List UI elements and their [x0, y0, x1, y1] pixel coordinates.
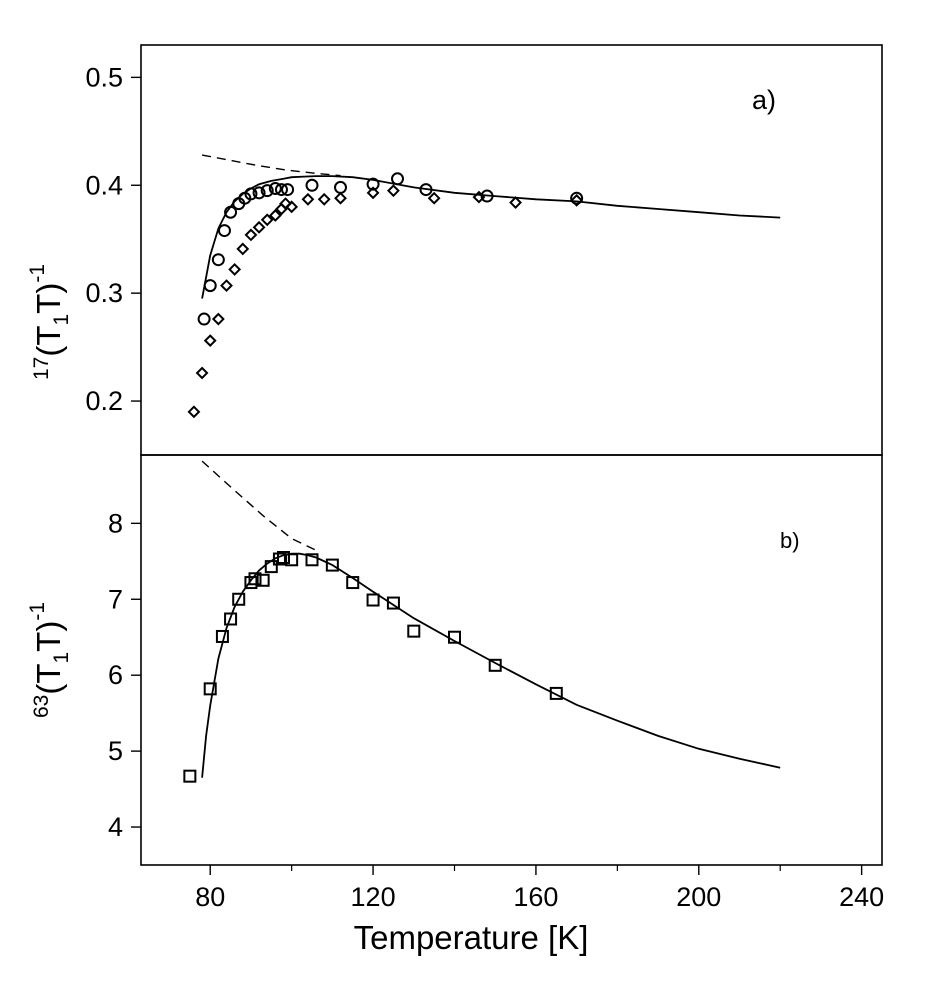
series-diamonds-point: [301, 192, 315, 206]
y-tick-label: 0.4: [85, 170, 123, 200]
series-squares-point: [203, 682, 217, 696]
series-diamonds-point: [203, 334, 217, 348]
series-diamonds-point: [228, 263, 242, 276]
series-extrapolation-line: [201, 460, 321, 553]
panel-b-ticks: [131, 522, 863, 875]
series-diamonds-point: [279, 197, 292, 211]
series-fit-line: [201, 552, 781, 778]
panel-a-ylabel: 17(T1T)-1: [26, 264, 73, 380]
panel-a-tick-labels: 0.2 0.3 0.4 0.5: [85, 62, 123, 416]
y-tick-label: 6: [108, 660, 123, 690]
series-squares-point: [366, 593, 380, 607]
panel-a-series: [187, 154, 781, 419]
series-diamonds-point: [244, 228, 258, 242]
series-circles-point: [281, 183, 295, 197]
series-squares-point: [248, 572, 262, 586]
series-circles-point: [274, 183, 288, 197]
panel-b-label: b): [780, 528, 800, 553]
panel-b-ylabel: 63(T1T)-1: [26, 602, 73, 718]
panel-a-ylabel-sub: 1: [50, 314, 73, 326]
series-diamonds-point: [570, 193, 584, 207]
svg-text:17(T1T)-1: 17(T1T)-1: [26, 264, 73, 380]
series-diamonds-point: [317, 192, 331, 206]
series-circles-point: [260, 184, 274, 198]
y-tick-label: 7: [108, 584, 123, 614]
series-circles-point: [268, 182, 282, 195]
panel-b-ylabel-mass: 63: [30, 695, 53, 718]
series-diamonds-point: [268, 209, 282, 222]
series-diamonds-point: [211, 312, 225, 326]
y-tick-label: 4: [108, 812, 123, 842]
y-tick-label: 0.2: [85, 386, 123, 416]
y-tick-label: 0.3: [85, 278, 123, 308]
series-diamonds-point: [236, 242, 250, 256]
series-squares-point: [183, 769, 197, 783]
series-circles-point: [366, 177, 380, 191]
y-tick-label: 5: [108, 736, 123, 766]
x-tick-label: 160: [513, 882, 558, 912]
series-circles-point: [211, 253, 225, 267]
series-squares-point: [232, 592, 246, 606]
panel-b: 4 5 6 7 8 80 120 160 200 240 b) 63(T1T)-1 Tempera…: [26, 460, 884, 956]
series-squares-point: [386, 596, 400, 610]
panel-b-tick-labels: 4 5 6 7 8 80 120 160 200 240: [108, 508, 884, 912]
series-circles-point: [305, 178, 319, 192]
panel-b-ylabel-exp: -1: [26, 602, 49, 621]
x-tick-label: 80: [195, 882, 225, 912]
series-fit-line: [201, 175, 781, 299]
series-diamonds-point: [366, 186, 380, 200]
y-tick-label: 0.5: [85, 62, 123, 92]
series-diamonds-point: [509, 196, 522, 209]
series-diamonds-point: [187, 405, 201, 419]
x-axis-title: Temperature [K]: [354, 919, 589, 956]
x-tick-label: 240: [839, 882, 884, 912]
panel-a-ylabel-exp: -1: [26, 264, 49, 283]
series-diamonds-point: [260, 213, 274, 227]
panel-b-ylabel-open: (T: [30, 664, 67, 695]
series-diamonds-point: [195, 366, 209, 380]
x-tick-label: 200: [676, 882, 721, 912]
series-diamonds-point: [252, 220, 266, 234]
series-diamonds-point: [220, 279, 233, 293]
x-tick-label: 120: [351, 882, 396, 912]
panel-a-ylabel-open: (T: [30, 326, 67, 357]
panel-a-label: a): [752, 85, 776, 115]
series-circles-point: [217, 224, 231, 238]
panel-a: 0.2 0.3 0.4 0.5 a) 17(T1T)-1: [26, 62, 781, 419]
series-diamonds-point: [334, 191, 347, 205]
series-squares-point: [549, 686, 563, 700]
panel-a-ylabel-mass: 17: [30, 357, 53, 380]
series-squares-point: [325, 558, 339, 572]
series-squares-point: [407, 624, 421, 638]
panel-a-ticks: [131, 76, 141, 402]
panel-b-frame: [140, 454, 883, 866]
series-squares-point: [256, 573, 270, 587]
panel-b-series: [183, 460, 781, 783]
series-circles-point: [570, 191, 584, 205]
panel-b-ylabel-close: T): [30, 621, 67, 652]
series-diamonds-point: [427, 191, 441, 205]
series-circles-point: [252, 186, 266, 200]
series-squares-point: [305, 553, 319, 567]
series-circles-point: [197, 312, 211, 326]
series-diamonds-point: [285, 200, 299, 214]
panel-a-ylabel-close: T): [30, 283, 67, 314]
panel-b-ylabel-sub: 1: [50, 652, 73, 664]
series-squares-point: [244, 576, 258, 590]
series-diamonds-point: [387, 184, 400, 198]
svg-text:63(T1T)-1: 63(T1T)-1: [26, 602, 73, 718]
series-squares-point: [224, 612, 238, 626]
y-tick-label: 8: [108, 508, 123, 538]
